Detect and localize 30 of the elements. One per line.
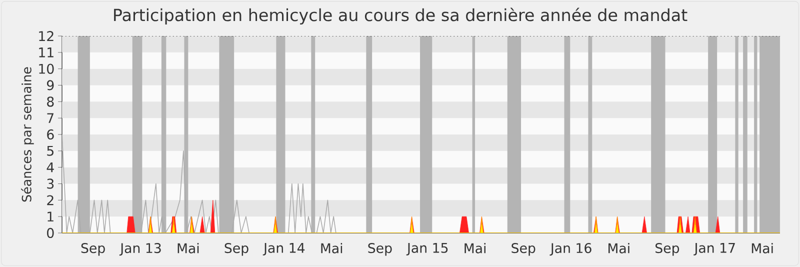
- x-tick-label: Mai: [608, 243, 630, 254]
- y-tick-label: 5: [47, 146, 54, 156]
- x-tick-label: Mai: [178, 243, 199, 254]
- x-tick-label: Jan 16: [550, 243, 592, 256]
- y-tick-label: 7: [47, 113, 54, 123]
- y-tick-label: 1: [48, 212, 54, 222]
- y-tick-label: 12: [39, 31, 54, 41]
- y-tick-label: 10: [39, 64, 54, 74]
- y-tick-label: 11: [39, 48, 54, 58]
- x-tick-label: Jan 13: [119, 243, 161, 256]
- x-tick-label: Jan 14: [262, 243, 305, 256]
- y-tick-label: 3: [47, 178, 54, 189]
- chart-title: Participation en hemicycle au cours de sa dernière année de mandat: [114, 8, 688, 25]
- x-tick-label: Jan 15: [406, 243, 448, 256]
- y-tick-label: 4: [46, 162, 54, 172]
- x-tick-label: Sep: [368, 243, 392, 256]
- x-tick-label: Sep: [512, 243, 536, 256]
- x-tick-label: Sep: [224, 243, 248, 256]
- y-tick-label: 9: [46, 80, 54, 90]
- x-tick-label: Jan 17: [694, 243, 735, 256]
- x-tick-label: Sep: [81, 243, 105, 256]
- x-tick-label: Mai: [752, 243, 773, 254]
- y-tick-label: 6: [47, 129, 54, 140]
- y-axis-title: Séances par semaine: [21, 67, 34, 202]
- y-tick-label: 8: [47, 96, 54, 107]
- x-tick-label: Sep: [656, 243, 680, 256]
- y-tick-label: 0: [47, 228, 54, 238]
- x-tick-label: Mai: [321, 243, 342, 254]
- x-tick-label: Mai: [464, 243, 486, 254]
- y-tick-label: 2: [47, 195, 54, 206]
